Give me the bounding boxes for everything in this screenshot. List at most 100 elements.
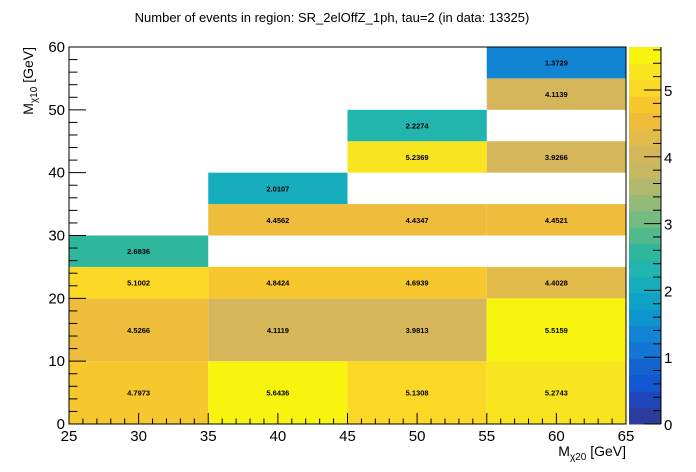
heatmap-cell <box>486 298 626 362</box>
colorbar-segment <box>629 145 661 163</box>
y-tick-label: 40 <box>48 165 65 182</box>
heatmap-cell <box>347 298 487 362</box>
colorbar-segment <box>629 227 661 245</box>
x-axis: 25 30 35 40 45 50 55 60 65 <box>61 413 635 445</box>
heatmap-cell <box>208 266 348 299</box>
cell-value-label: 1.3729 <box>545 59 568 68</box>
cell-value-label: 4.8424 <box>266 279 290 288</box>
colorbar-tick-label: 5 <box>664 83 672 100</box>
cell-value-label: 3.9813 <box>406 326 429 335</box>
cell-value-label: 4.4562 <box>266 216 289 225</box>
heatmap-cell <box>347 141 487 173</box>
cell-value-label: 4.4028 <box>545 279 568 288</box>
x-tick-label: 60 <box>548 428 565 445</box>
heatmap-cell <box>486 78 626 110</box>
colorbar-segment <box>629 161 661 179</box>
cell-value-label: 2.0107 <box>266 184 289 193</box>
colorbar-segment <box>629 128 661 146</box>
colorbar-segment <box>629 96 661 114</box>
chart-title: Number of events in region: SR_2elOffZ_1… <box>135 10 530 25</box>
heatmap-cell <box>208 172 348 205</box>
cell-value-label: 5.1002 <box>127 279 150 288</box>
heatmap-cell <box>69 298 209 362</box>
heatmap-cell <box>69 235 209 267</box>
y-axis-title-main: M <box>20 103 36 115</box>
cell-value-label: 5.5159 <box>545 326 568 335</box>
colorbar-axis: 0 1 2 3 4 5 <box>644 47 672 434</box>
y-axis-title-unit: [GeV] <box>20 47 36 87</box>
x-axis-title-sub: χ20 <box>570 452 587 463</box>
cell-value-label: 2.6836 <box>127 247 150 256</box>
heatmap-cell <box>208 204 348 236</box>
heatmap-cell <box>486 141 626 173</box>
colorbar-segment <box>629 260 661 277</box>
heatmap-cell <box>486 47 626 79</box>
cell-value-label: 2.2274 <box>406 122 430 131</box>
colorbar-segment <box>629 374 661 392</box>
colorbar-tick-label: 1 <box>664 350 672 367</box>
y-tick-label: 20 <box>48 290 65 307</box>
cell-value-label: 4.5266 <box>127 326 150 335</box>
cell-value-label: 4.1139 <box>545 90 568 99</box>
cell-value-label: 5.2369 <box>406 153 429 162</box>
x-tick-label: 45 <box>339 428 356 445</box>
x-tick-label: 25 <box>61 428 78 445</box>
x-tick-label: 40 <box>270 428 287 445</box>
cell-value-label: 5.2743 <box>545 389 568 398</box>
colorbar-segment <box>629 243 661 261</box>
colorbar-segment <box>629 47 661 64</box>
colorbar-segment <box>629 178 661 196</box>
colorbar-tick-label: 4 <box>664 150 672 167</box>
x-tick-label: 65 <box>618 428 635 445</box>
heatmap-cell <box>486 266 626 299</box>
y-tick-label: 10 <box>48 353 65 370</box>
y-tick-label: 60 <box>48 39 65 56</box>
x-axis-title-main: M <box>558 443 570 459</box>
colorbar-tick-label: 0 <box>664 417 672 434</box>
colorbar-segment <box>629 63 661 81</box>
y-tick-label: 30 <box>48 228 65 245</box>
x-tick-label: 50 <box>409 428 426 445</box>
colorbar-segment <box>629 292 661 310</box>
colorbar <box>629 47 661 425</box>
cell-value-label: 3.9266 <box>545 153 568 162</box>
colorbar-segment <box>629 407 661 425</box>
colorbar-tick-label: 2 <box>664 283 672 300</box>
heatmap-cell <box>347 204 487 236</box>
heatmap-cell-labels: 4.7973 4.5266 5.1002 2.6836 5.6436 4.1119 4.84… <box>127 59 568 398</box>
cell-value-label: 5.6436 <box>266 389 289 398</box>
colorbar-tick-label: 3 <box>664 217 672 234</box>
y-axis-title-sub: χ10 <box>29 86 40 103</box>
heatmap-cell <box>347 266 487 299</box>
x-axis-title-unit: [GeV] <box>586 443 626 459</box>
cell-value-label: 5.1308 <box>406 389 429 398</box>
heatmap-cell <box>486 204 626 236</box>
heatmap-cell <box>347 109 487 142</box>
heatmap-cell <box>69 266 209 299</box>
cell-value-label: 4.4521 <box>545 216 568 225</box>
cell-value-label: 4.7973 <box>127 389 150 398</box>
x-tick-label: 35 <box>200 428 217 445</box>
colorbar-segment <box>629 276 661 294</box>
y-tick-label: 0 <box>57 416 65 433</box>
x-axis-title: Mχ20 [GeV] <box>558 443 626 463</box>
colorbar-segment <box>629 194 661 212</box>
x-tick-label: 30 <box>130 428 147 445</box>
colorbar-segment <box>629 112 661 130</box>
colorbar-segment <box>629 79 661 97</box>
cell-value-label: 4.1119 <box>267 326 289 335</box>
cell-value-label: 4.4347 <box>406 216 429 225</box>
colorbar-segment <box>629 309 661 327</box>
heatmap-cell <box>208 298 348 362</box>
cell-value-label: 4.6939 <box>406 279 429 288</box>
colorbar-segment <box>629 325 661 343</box>
colorbar-segment <box>629 342 661 359</box>
y-axis: 0 10 20 30 40 50 60 <box>48 39 86 433</box>
colorbar-segment <box>629 391 661 409</box>
x-tick-label: 55 <box>478 428 495 445</box>
y-axis-title: Mχ10 [GeV] <box>20 47 40 115</box>
heatmap-cells <box>69 47 626 424</box>
colorbar-segment <box>629 210 661 228</box>
y-tick-label: 50 <box>48 102 65 119</box>
